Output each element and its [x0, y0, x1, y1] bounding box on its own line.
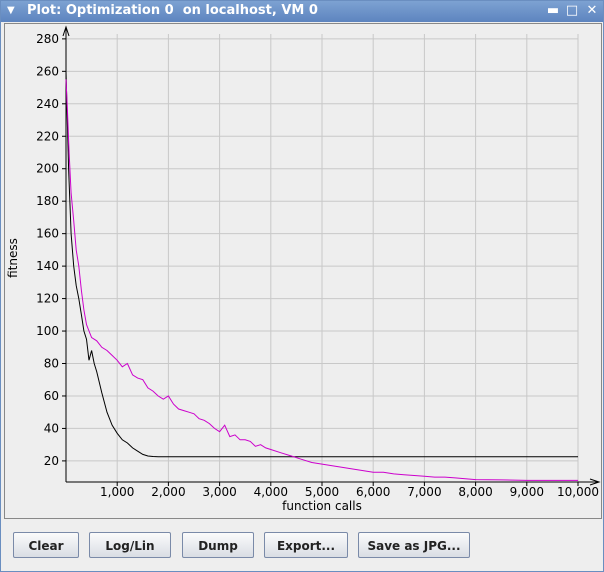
plot-panel: 1,000 2,000 3,000 4,000 5,000 6,000 7,000 8,000… — [4, 23, 602, 519]
window-title: Plot: Optimization 0 on localhost, VM 0 — [27, 3, 318, 18]
x-tick-label: 10,000 — [557, 485, 599, 499]
x-tick-label: 1,000 — [100, 485, 134, 499]
dump-button[interactable]: Dump — [182, 532, 254, 558]
y-tick-label: 120 — [36, 292, 59, 306]
y-axis-label: fitness — [6, 238, 20, 278]
dump-button-label: Dump — [198, 538, 238, 553]
y-tick-label: 200 — [36, 162, 59, 176]
log-lin-button[interactable]: Log/Lin — [89, 532, 171, 558]
y-tick-label: 140 — [36, 259, 59, 273]
fitness-chart: 1,000 2,000 3,000 4,000 5,000 6,000 7,000 8,000… — [6, 25, 601, 513]
export-button[interactable]: Export... — [264, 532, 348, 558]
y-tick-label: 240 — [36, 97, 59, 111]
x-tick-label: 8,000 — [458, 485, 492, 499]
series-line-1 — [65, 79, 578, 481]
y-tick-label: 40 — [44, 421, 59, 435]
x-axis-arrow — [589, 478, 601, 486]
save-as-jpg-button[interactable]: Save as JPG... — [358, 532, 470, 558]
clear-button-label: Clear — [28, 538, 64, 553]
triangle-down-icon[interactable]: ▼ — [7, 5, 15, 16]
x-tick-label: 6,000 — [356, 485, 390, 499]
x-tick-label: 9,000 — [510, 485, 544, 499]
x-tick-label: 5,000 — [305, 485, 339, 499]
button-bar: Clear Log/Lin Dump Export... Save as JPG… — [1, 523, 603, 571]
y-tick-label: 160 — [36, 227, 59, 241]
x-tick-label: 3,000 — [202, 485, 236, 499]
x-tick-label: 4,000 — [254, 485, 288, 499]
maximize-icon[interactable]: □ — [565, 3, 579, 18]
title-bar[interactable]: ▼ Plot: Optimization 0 on localhost, VM … — [1, 1, 603, 22]
y-axis-arrow — [62, 25, 70, 37]
clear-button[interactable]: Clear — [13, 532, 79, 558]
y-tick-label: 20 — [44, 454, 59, 468]
save-as-jpg-button-label: Save as JPG... — [367, 538, 461, 553]
y-tick-label: 80 — [44, 357, 59, 371]
close-icon[interactable]: ✕ — [586, 3, 598, 18]
y-tick-label: 280 — [36, 32, 59, 46]
minimize-icon[interactable]: ▬ — [546, 3, 560, 18]
x-tick-label: 7,000 — [407, 485, 441, 499]
x-axis-label: function calls — [282, 499, 362, 513]
y-tick-label: 260 — [36, 64, 59, 78]
y-tick-label: 60 — [44, 389, 59, 403]
y-tick-label: 220 — [36, 129, 59, 143]
export-button-label: Export... — [276, 538, 336, 553]
series-line-0 — [65, 71, 578, 458]
x-tick-label: 2,000 — [151, 485, 185, 499]
y-tick-label: 180 — [36, 194, 59, 208]
y-tick-label: 100 — [36, 324, 59, 338]
log-lin-button-label: Log/Lin — [105, 538, 155, 553]
